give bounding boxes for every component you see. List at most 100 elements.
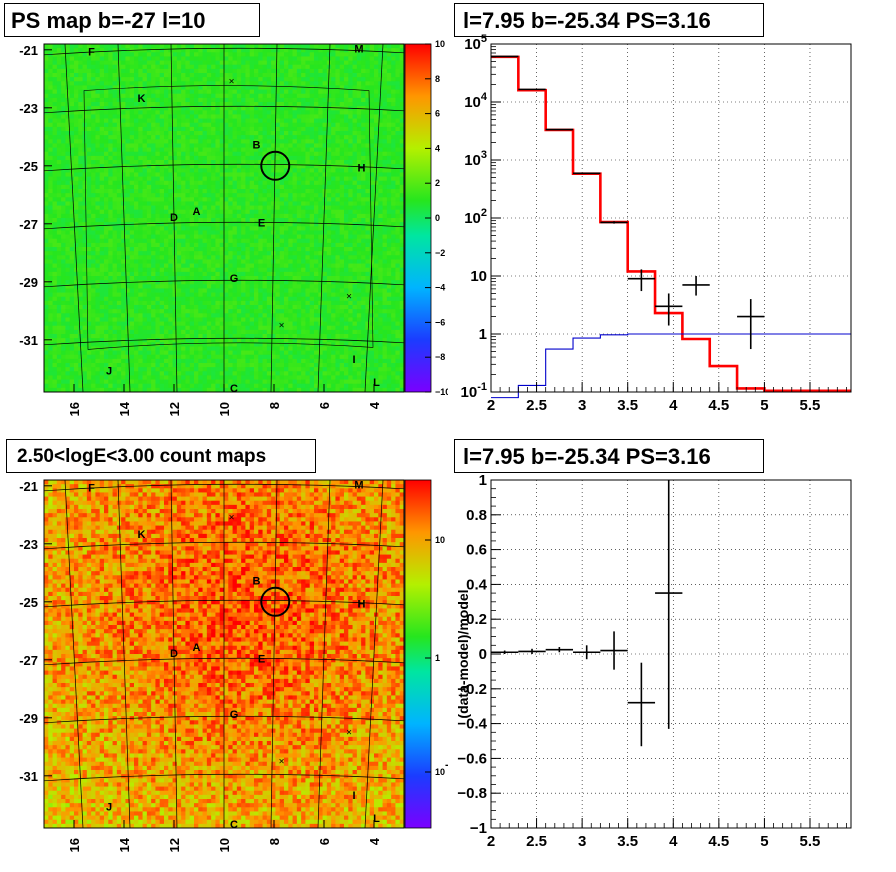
map-pixel — [142, 259, 148, 264]
map-pixel — [65, 151, 71, 157]
map-pixel — [181, 89, 186, 95]
map-pixel — [254, 313, 259, 318]
map-pixel — [258, 242, 263, 248]
map-pixel — [52, 102, 58, 107]
map-pixel — [151, 160, 156, 165]
map-pixel — [125, 160, 131, 165]
map-pixel — [99, 222, 105, 227]
map-pixel — [275, 263, 281, 269]
map-pixel — [95, 168, 101, 173]
map-pixel — [91, 300, 96, 306]
map-pixel — [138, 93, 143, 99]
map-pixel — [245, 321, 251, 327]
map-pixel — [74, 68, 79, 74]
map-pixel — [168, 114, 173, 119]
map-pixel — [129, 73, 135, 78]
map-pixel — [164, 135, 169, 140]
map-pixel — [121, 251, 126, 256]
map-pixel — [202, 205, 208, 211]
map-pixel — [168, 242, 173, 248]
map-pixel — [164, 172, 169, 177]
map-pixel — [61, 367, 66, 372]
map-pixel — [78, 234, 83, 240]
map-pixel — [236, 160, 242, 165]
map-pixel — [228, 193, 233, 198]
map-pixel — [48, 60, 53, 66]
map-pixel — [44, 280, 49, 285]
map-pixel — [121, 60, 126, 66]
map-pixel — [121, 313, 126, 318]
map-pixel — [86, 300, 92, 306]
map-pixel — [206, 151, 212, 157]
map-pixel — [262, 52, 268, 57]
map-pixel — [266, 367, 272, 372]
map-pixel — [151, 114, 156, 119]
map-pixel — [215, 271, 221, 277]
map-pixel — [159, 164, 165, 169]
map-pixel — [241, 358, 246, 364]
map-pixel — [86, 131, 92, 136]
map-pixel — [99, 230, 105, 235]
map-pixel — [56, 255, 62, 260]
map-pixel — [56, 284, 62, 289]
map-pixel — [271, 189, 276, 194]
map-pixel — [194, 193, 199, 198]
map-pixel — [271, 56, 276, 61]
map-pixel — [164, 259, 169, 264]
map-pixel — [138, 267, 143, 273]
map-pixel — [91, 77, 96, 82]
map-pixel — [155, 251, 161, 256]
map-pixel — [275, 97, 281, 103]
map-pixel — [258, 354, 263, 360]
map-pixel — [228, 329, 233, 335]
map-pixel — [236, 350, 242, 356]
map-pixel — [275, 131, 281, 136]
map-pixel — [82, 126, 88, 132]
map-pixel — [271, 222, 276, 227]
map-pixel — [206, 164, 212, 169]
map-pixel — [215, 126, 221, 132]
map-pixel — [99, 64, 105, 70]
map-pixel — [206, 300, 212, 306]
map-pixel — [159, 387, 165, 393]
map-pixel — [116, 354, 122, 360]
map-pixel — [108, 234, 113, 240]
map-pixel — [215, 77, 221, 82]
map-pixel — [56, 280, 62, 285]
map-pixel — [271, 193, 276, 198]
map-pixel — [228, 267, 233, 273]
map-pixel — [284, 106, 289, 111]
map-pixel — [284, 338, 289, 343]
map-pixel — [254, 131, 259, 136]
map-pixel — [275, 305, 281, 310]
map-pixel — [198, 242, 203, 248]
map-pixel — [292, 64, 298, 70]
map-pixel — [236, 93, 242, 99]
map-pixel — [52, 371, 58, 376]
map-pixel — [86, 110, 92, 115]
map-pixel — [48, 325, 53, 331]
map-pixel — [202, 247, 208, 252]
map-pixel — [134, 358, 139, 364]
map-pixel — [266, 305, 272, 310]
map-pixel — [108, 180, 113, 186]
map-pixel — [52, 205, 58, 211]
map-pixel — [95, 64, 101, 70]
map-pixel — [215, 81, 221, 86]
map-pixel — [138, 358, 143, 364]
map-pixel — [108, 375, 113, 380]
map-pixel — [262, 242, 268, 248]
map-pixel — [224, 226, 229, 231]
map-pixel — [241, 354, 246, 360]
map-pixel — [189, 172, 195, 177]
map-pixel — [95, 135, 101, 140]
map-pixel — [168, 126, 173, 132]
map-pixel — [202, 387, 208, 393]
map-pixel — [116, 110, 122, 115]
map-pixel — [181, 350, 186, 356]
map-pixel — [262, 379, 268, 385]
map-pixel — [74, 131, 79, 136]
map-pixel — [65, 292, 71, 298]
map-pixel — [284, 85, 289, 90]
map-pixel — [48, 160, 53, 165]
